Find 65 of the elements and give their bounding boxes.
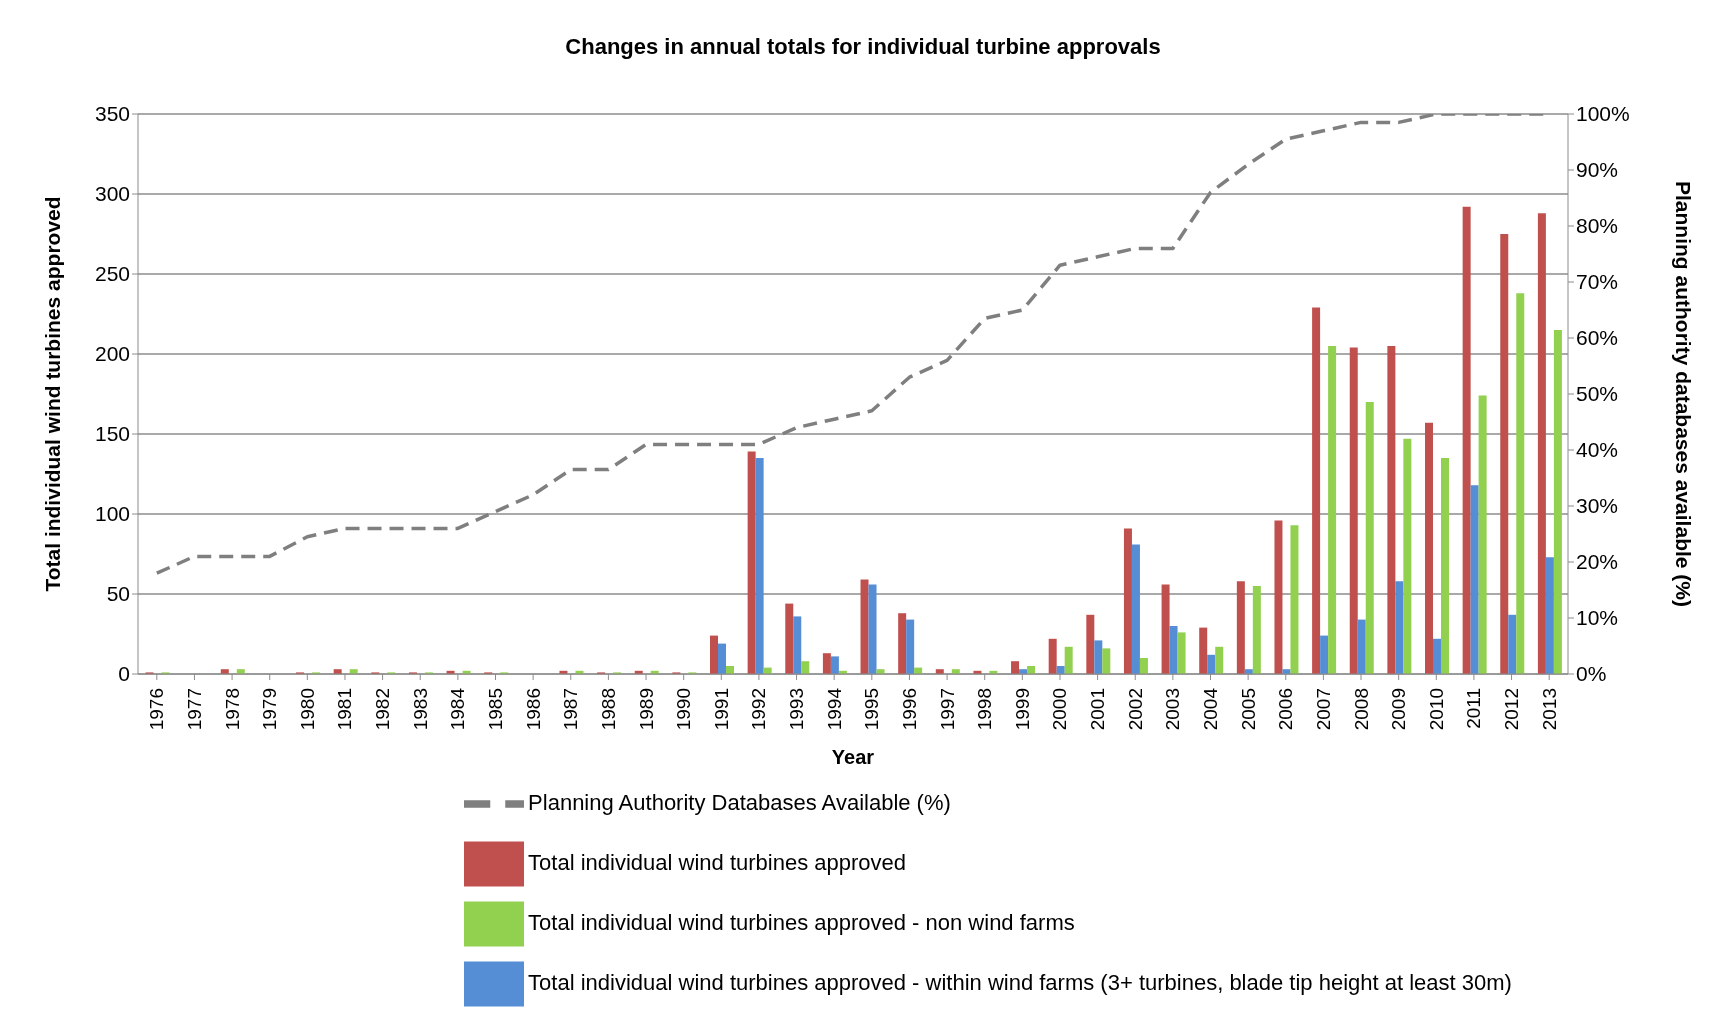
legend-label: Planning Authority Databases Available (%) [528, 789, 951, 815]
x-tick-label: 2004 [1200, 687, 1221, 731]
legend-label: Total individual wind turbines approved [528, 849, 906, 875]
x-tick-label: 1982 [372, 688, 394, 731]
y-tick-label: 100 [94, 502, 130, 526]
y-tick-label: 150 [94, 422, 130, 446]
y-tick-label: 350 [94, 102, 130, 126]
x-tick-label: 1998 [974, 688, 996, 731]
x-tick-label: 1993 [786, 688, 808, 731]
y2-tick-label: 10% [1576, 606, 1619, 630]
x-tick-label: 1988 [597, 688, 619, 731]
x-tick-label: 1978 [221, 688, 243, 731]
y-axis-title: Total individual wind turbines approved [41, 196, 65, 592]
x-axis-title: Year [831, 746, 875, 768]
x-tick-label: 2012 [1501, 688, 1523, 731]
x-tick-label: 1989 [635, 688, 657, 731]
x-tick-label: 2010 [1425, 688, 1447, 731]
x-tick-label: 1981 [334, 688, 356, 731]
y2-tick-label: 100% [1576, 102, 1630, 126]
x-tick-label: 1992 [748, 688, 770, 731]
x-tick-label: 1979 [259, 688, 281, 731]
x-tick-label: 2003 [1162, 688, 1184, 731]
x-tick-label: 2001 [1087, 688, 1109, 731]
y-tick-label: 300 [94, 182, 130, 206]
x-tick-label: 1990 [673, 688, 695, 731]
x-tick-label: 1985 [485, 688, 506, 731]
chart-title: Changes in annual totals for individual turbine approvals [564, 33, 1162, 61]
x-tick-label: 1986 [522, 688, 544, 731]
x-tick-label: 2007 [1312, 688, 1334, 731]
y-tick-label: 50 [106, 582, 130, 606]
y2-axis-title: Planning authority databases available (%) [1671, 181, 1695, 607]
x-tick-label: 2000 [1049, 688, 1071, 731]
y2-tick-label: 50% [1576, 382, 1619, 406]
x-tick-label: 1997 [936, 688, 958, 731]
y2-tick-label: 20% [1576, 550, 1619, 574]
x-tick-label: 1999 [1011, 688, 1033, 731]
y2-tick-label: 90% [1576, 158, 1619, 182]
legend-label: Total individual wind turbines approved - non wind farms [528, 909, 1075, 935]
x-tick-label: 1977 [183, 688, 205, 731]
x-tick-label: 1996 [898, 688, 920, 731]
y2-tick-label: 30% [1576, 494, 1619, 518]
x-tick-label: 1991 [710, 688, 732, 731]
y-tick-label: 0 [118, 662, 130, 686]
x-tick-label: 1995 [861, 688, 883, 731]
x-tick-label: 2011 [1463, 688, 1485, 729]
y2-tick-label: 60% [1576, 326, 1619, 350]
y2-tick-label: 40% [1576, 438, 1619, 462]
x-tick-label: 1984 [447, 687, 469, 731]
x-tick-label: 1994 [823, 687, 845, 731]
x-tick-label: 1987 [560, 688, 582, 731]
x-tick-label: 2013 [1538, 688, 1560, 731]
x-tick-label: 2002 [1124, 688, 1146, 731]
y2-tick-label: 70% [1576, 270, 1619, 294]
x-tick-label: 1983 [409, 688, 431, 731]
y-tick-label: 250 [94, 262, 130, 286]
x-tick-label: 2009 [1388, 688, 1410, 731]
y2-tick-label: 80% [1576, 214, 1619, 238]
x-tick-label: 2008 [1350, 688, 1372, 731]
legend-label: Total individual wind turbines approved - within wind farms (3+ turbines, blade tip height at least 30m) [528, 969, 1512, 995]
y-tick-label: 200 [94, 342, 130, 366]
y2-tick-label: 0% [1576, 662, 1607, 686]
x-tick-label: 1980 [296, 688, 318, 731]
x-tick-label: 1976 [146, 688, 168, 731]
x-tick-label: 2005 [1237, 688, 1259, 731]
x-tick-label: 2006 [1275, 688, 1297, 731]
